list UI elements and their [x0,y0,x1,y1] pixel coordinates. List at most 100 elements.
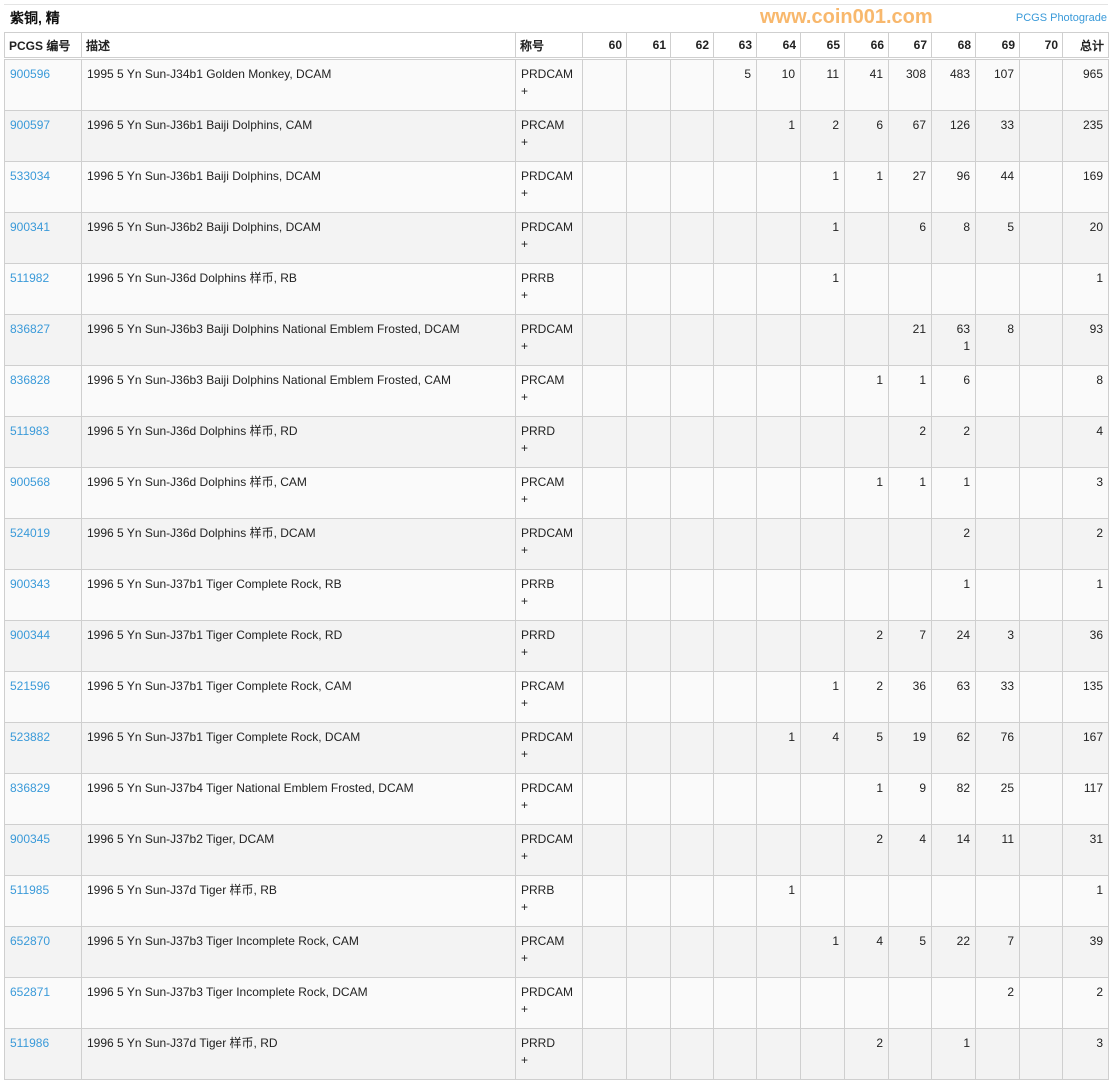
grade-count-cell [1019,314,1063,366]
grade-count-cell [1019,518,1063,570]
grade-count-cell: 2 [844,620,889,672]
photograde-link[interactable]: PCGS Photograde [1015,12,1107,24]
pcgs-number-link[interactable]: 900344 [10,628,51,642]
grade-count-cell [1019,773,1063,825]
grade-count-cell [670,875,714,927]
pcgs-number-link[interactable]: 900345 [10,832,51,846]
description-cell: 1996 5 Yn Sun-J36d Dolphins 样币, RD [81,416,516,468]
table-row: 900343 1996 5 Yn Sun-J37b1 Tiger Complete… [4,569,1109,621]
pcgs-number-link[interactable]: 511985 [10,883,50,897]
pcgs-number-link[interactable]: 524019 [10,526,51,540]
column-header: PCGS 编号 [4,32,82,60]
grade-count-cell: 1 [844,161,889,213]
grade-count-cell: 1 [844,365,889,417]
grade-count-cell [931,875,976,927]
pcgs-number-link[interactable]: 900343 [10,577,51,591]
grade-count-cell: 24 [931,620,976,672]
grade-count-cell: 1 [844,773,889,825]
table-row: 511985 1996 5 Yn Sun-J37d Tiger 样币, RB PRR… [4,875,1109,927]
grade-count-cell [1019,263,1063,315]
pcgs-number-link[interactable]: 652870 [10,934,51,948]
grade-count-cell: 5 [713,58,757,111]
grade-count-cell: 96 [931,161,976,213]
grade-count-cell [888,1028,932,1080]
grade-count-cell: 4 [800,722,845,774]
grade-count-cell [582,110,627,162]
grade-count-cell: 21 [888,314,932,366]
table-row: 533034 1996 5 Yn Sun-J36b1 Baiji Dolphins… [4,161,1109,213]
pcgs-number-link[interactable]: 900341 [10,220,51,234]
grade-count-cell [800,620,845,672]
pcgs-number-link[interactable]: 521596 [10,679,51,693]
total-cell: 20 [1062,212,1109,264]
grade-count-cell [844,977,889,1029]
pcgs-number-link[interactable]: 511983 [10,424,50,438]
pcgs-number-link[interactable]: 836829 [10,781,51,795]
pcgs-number-link[interactable]: 900568 [10,475,51,489]
description-cell: 1996 5 Yn Sun-J37b2 Tiger, DCAM [81,824,516,876]
pcgs-number-link[interactable]: 511982 [10,271,50,285]
grade-count-cell [670,467,714,519]
pcgs-number-link[interactable]: 900597 [10,118,51,132]
grade-count-cell: 25 [975,773,1020,825]
total-cell: 39 [1062,926,1109,978]
grade-count-cell [713,518,757,570]
description-cell: 1996 5 Yn Sun-J36d Dolphins 样币, RB [81,263,516,315]
grade-count-cell: 1 [931,569,976,621]
grade-count-cell: 33 [975,110,1020,162]
grade-count-cell [626,365,671,417]
grade-count-cell [713,722,757,774]
grade-count-cell [670,824,714,876]
grade-count-cell [582,773,627,825]
total-cell: 1 [1062,875,1109,927]
pcgs-number-link[interactable]: 523882 [10,730,51,744]
grade-count-cell [626,212,671,264]
grade-count-cell [756,1028,801,1080]
grade-count-cell [975,467,1020,519]
pcgs-number-link[interactable]: 533034 [10,169,51,183]
designation-cell: PRRD + [515,416,583,468]
pcgs-number-cell: 533034 [4,161,82,213]
description-cell: 1996 5 Yn Sun-J37b1 Tiger Complete Rock,… [81,620,516,672]
table-row: 511982 1996 5 Yn Sun-J36d Dolphins 样币, RB… [4,263,1109,315]
grade-count-cell: 82 [931,773,976,825]
pcgs-number-link[interactable]: 511986 [10,1036,50,1050]
grade-count-cell [626,569,671,621]
grade-count-cell: 1 [800,671,845,723]
grade-count-cell: 7 [975,926,1020,978]
grade-count-cell [582,722,627,774]
grade-count-cell [756,365,801,417]
pcgs-number-cell: 900596 [4,58,82,111]
total-cell: 36 [1062,620,1109,672]
pcgs-number-link[interactable]: 900596 [10,67,51,81]
grade-count-cell [626,671,671,723]
grade-count-cell [1019,620,1063,672]
grade-count-cell [670,977,714,1029]
grade-count-cell [713,569,757,621]
grade-count-cell [713,365,757,417]
column-header: 描述 [81,32,516,60]
description-cell: 1996 5 Yn Sun-J37b3 Tiger Incomplete Roc… [81,926,516,978]
grade-count-cell: 308 [888,58,932,111]
grade-count-cell [713,671,757,723]
pcgs-number-cell: 900568 [4,467,82,519]
pcgs-number-link[interactable]: 836827 [10,322,51,336]
pcgs-number-link[interactable]: 652871 [10,985,51,999]
pcgs-number-cell: 524019 [4,518,82,570]
grade-count-cell: 76 [975,722,1020,774]
grade-count-cell: 5 [844,722,889,774]
grade-count-cell [975,263,1020,315]
grade-count-cell: 22 [931,926,976,978]
grade-count-cell [582,365,627,417]
grade-count-cell: 1 [888,467,932,519]
grade-count-cell [713,977,757,1029]
grade-count-cell: 67 [888,110,932,162]
grade-count-cell [626,824,671,876]
pcgs-number-link[interactable]: 836828 [10,373,51,387]
grade-count-cell: 1 [931,467,976,519]
grade-count-cell [626,263,671,315]
grade-count-cell [582,161,627,213]
grade-count-cell [975,1028,1020,1080]
pcgs-number-cell: 511983 [4,416,82,468]
pcgs-number-cell: 521596 [4,671,82,723]
